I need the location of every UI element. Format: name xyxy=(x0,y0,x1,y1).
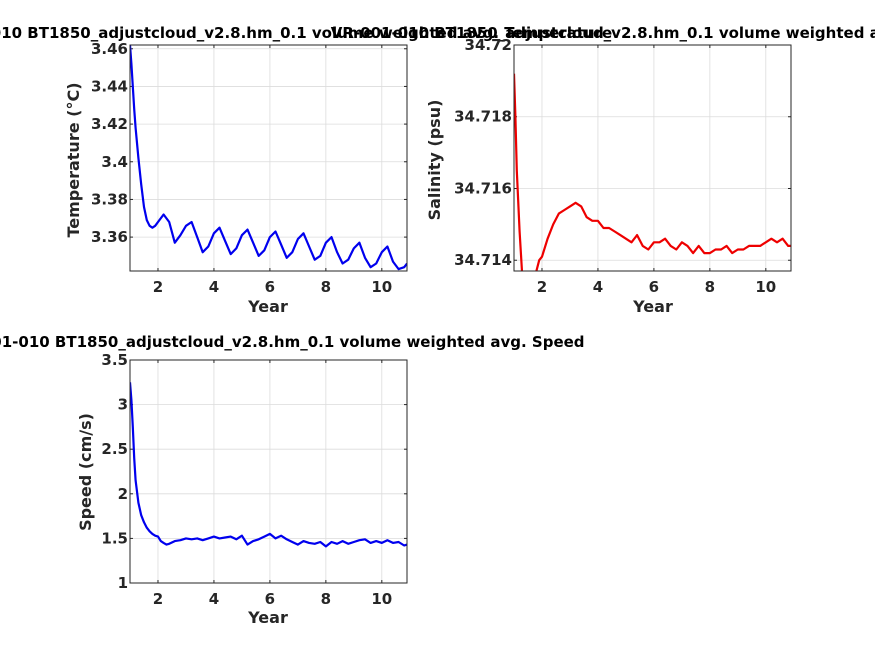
salinity-xlabel: Year xyxy=(632,297,673,316)
speed-ylabel: Speed (cm/s) xyxy=(76,413,95,531)
temperature-y-tick-label: 3.42 xyxy=(91,115,128,133)
temperature-y-tick-label: 3.38 xyxy=(91,190,128,208)
speed-x-tick-label: 4 xyxy=(209,590,219,608)
speed-panel: VR-001-010 BT1850_adjustcloud_v2.8.hm_0.… xyxy=(0,333,585,627)
speed-x-tick-label: 6 xyxy=(265,590,275,608)
temperature-y-tick-label: 3.4 xyxy=(101,153,128,171)
speed-series-line xyxy=(130,382,407,548)
salinity-y-tick-label: 34.714 xyxy=(454,251,512,269)
speed-axes-frame xyxy=(129,359,408,584)
speed-y-tick-label: 2 xyxy=(118,485,128,503)
speed-x-tick-label: 2 xyxy=(153,590,163,608)
salinity-x-tick-label: 4 xyxy=(593,278,603,296)
speed-y-tick-label: 2.5 xyxy=(101,440,128,458)
salinity-x-tick-label: 6 xyxy=(649,278,659,296)
speed-x-tick-label: 8 xyxy=(321,590,331,608)
temperature-x-tick-label: 8 xyxy=(321,278,331,296)
temperature-xlabel: Year xyxy=(247,297,288,316)
speed-y-tick-label: 3.5 xyxy=(101,351,128,369)
speed-x-tick-label: 10 xyxy=(371,590,392,608)
salinity-x-tick-label: 10 xyxy=(755,278,776,296)
salinity-x-tick-label: 8 xyxy=(705,278,715,296)
temperature-ylabel: Temperature (°C) xyxy=(64,82,83,237)
temperature-title: VR-001-010 BT1850_adjustcloud_v2.8.hm_0.… xyxy=(0,24,612,42)
salinity-series-line xyxy=(514,73,791,271)
temperature-axes-frame xyxy=(129,44,408,272)
salinity-title: VR-001-010 BT1850_adjustcloud_v2.8.hm_0.… xyxy=(331,24,875,42)
speed-y-tick-label: 3 xyxy=(118,396,128,414)
salinity-panel: VR-001-010 BT1850_adjustcloud_v2.8.hm_0.… xyxy=(331,24,875,316)
temperature-panel: VR-001-010 BT1850_adjustcloud_v2.8.hm_0.… xyxy=(0,24,612,316)
temperature-x-tick-label: 10 xyxy=(371,278,392,296)
temperature-y-tick-label: 3.36 xyxy=(91,228,128,246)
speed-xlabel: Year xyxy=(247,608,288,627)
temperature-x-tick-label: 6 xyxy=(265,278,275,296)
temperature-series-line xyxy=(130,45,407,271)
salinity-ylabel: Salinity (psu) xyxy=(425,100,444,221)
salinity-y-tick-label: 34.716 xyxy=(454,179,512,197)
salinity-y-tick-label: 34.72 xyxy=(465,36,512,54)
salinity-y-tick-label: 34.718 xyxy=(454,108,512,126)
salinity-axes-frame xyxy=(513,44,792,272)
temperature-x-tick-label: 4 xyxy=(209,278,219,296)
speed-y-tick-label: 1.5 xyxy=(101,529,128,547)
speed-y-tick-label: 1 xyxy=(118,574,128,592)
speed-title: VR-001-010 BT1850_adjustcloud_v2.8.hm_0.… xyxy=(0,333,585,351)
temperature-x-tick-label: 2 xyxy=(153,278,163,296)
temperature-y-tick-label: 3.44 xyxy=(91,77,128,95)
salinity-x-tick-label: 2 xyxy=(537,278,547,296)
temperature-y-tick-label: 3.46 xyxy=(91,40,128,58)
